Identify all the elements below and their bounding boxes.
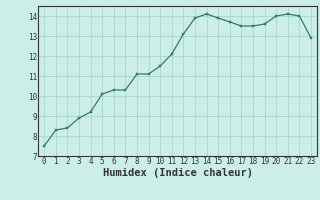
X-axis label: Humidex (Indice chaleur): Humidex (Indice chaleur) bbox=[103, 168, 252, 178]
